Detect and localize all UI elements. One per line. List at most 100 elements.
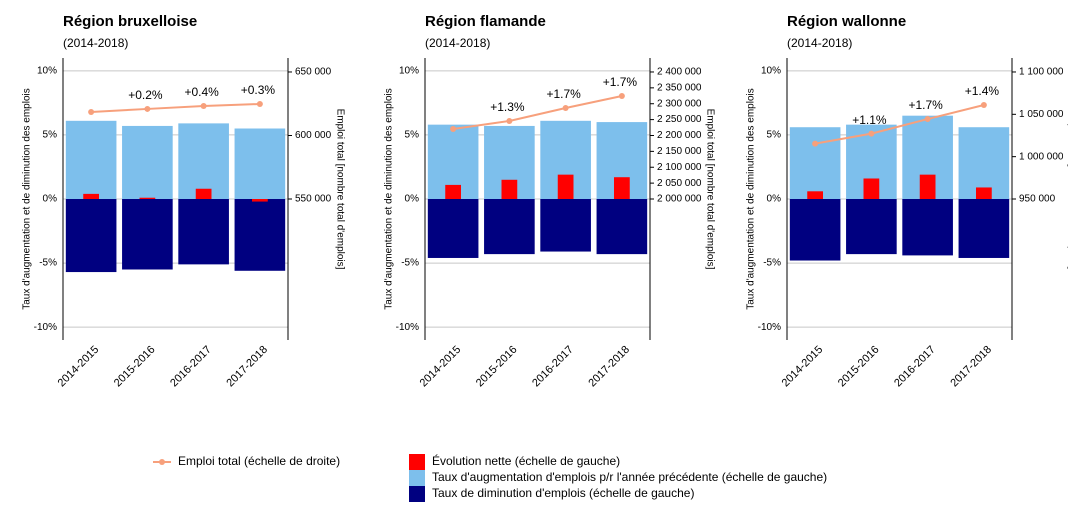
y-tick-label: 5%: [43, 130, 58, 141]
bar: [958, 199, 1010, 258]
y2-tick-label: 2 050 000: [657, 178, 702, 189]
legend-swatch: [409, 454, 425, 470]
point-label: +1.3%: [490, 100, 525, 114]
y-tick-label: -5%: [401, 258, 419, 269]
x-tick-label: 2014-2015: [780, 344, 826, 390]
y-axis-label: Taux d'augmentation et de diminution des…: [384, 88, 395, 310]
y2-tick-label: 1 000 000: [1019, 151, 1064, 162]
bar: [65, 199, 117, 273]
bar: [614, 177, 630, 199]
bar: [540, 199, 591, 252]
y2-tick-label: 2 150 000: [657, 146, 702, 157]
panel-title: Région wallonne: [787, 13, 906, 30]
panel-subtitle: (2014-2018): [63, 36, 128, 50]
x-tick-label: 2014-2015: [418, 344, 464, 390]
point-label: +0.4%: [184, 85, 219, 99]
panel-subtitle: (2014-2018): [787, 36, 852, 50]
x-tick-label: 2015-2016: [836, 344, 882, 390]
line-point: [200, 103, 207, 110]
line-point: [450, 125, 457, 132]
legend-swatch: [409, 486, 425, 502]
point-label: +1.7%: [546, 87, 581, 101]
line-point: [868, 130, 875, 137]
panel-title: Région bruxelloise: [63, 13, 197, 30]
bar: [252, 199, 268, 202]
line: [452, 95, 623, 130]
point-label: +1.1%: [852, 113, 887, 127]
y-tick-label: 0%: [405, 194, 420, 205]
legend-marker: [159, 459, 165, 465]
y2-tick-label: 2 400 000: [657, 67, 702, 78]
x-tick-label: 2017-2018: [948, 344, 994, 390]
bar: [596, 199, 648, 255]
x-tick-label: 2016-2017: [892, 344, 938, 390]
bar: [445, 184, 461, 199]
y-tick-label: -10%: [396, 322, 419, 333]
point-label: +1.7%: [908, 98, 943, 112]
y-axis-label: Taux d'augmentation et de diminution des…: [746, 88, 757, 310]
y-tick-label: 0%: [43, 194, 58, 205]
bar: [122, 125, 173, 199]
y2-tick-label: 2 200 000: [657, 130, 702, 141]
point-label: +1.4%: [965, 84, 1000, 98]
y-tick-label: 5%: [405, 130, 420, 141]
legend-label: Évolution nette (échelle de gauche): [432, 453, 620, 468]
line-point: [924, 116, 931, 123]
legend-label: Taux de diminution d'emplois (échelle de…: [432, 486, 694, 500]
line: [814, 104, 985, 145]
bar: [65, 120, 117, 199]
x-tick-label: 2017-2018: [224, 344, 270, 390]
y2-tick-label: 2 350 000: [657, 82, 702, 93]
x-tick-label: 2017-2018: [586, 344, 632, 390]
legend-swatch: [409, 470, 425, 486]
line-point: [562, 104, 569, 111]
y2-tick-label: 950 000: [1019, 194, 1056, 205]
bar: [234, 199, 286, 271]
y2-axis-label: Emploi total [nombre total d'emplois]: [1066, 109, 1068, 270]
y-axis-label: Taux d'augmentation et de diminution des…: [22, 88, 33, 310]
y-tick-label: 0%: [767, 194, 782, 205]
legend-label: Emploi total (échelle de droite): [178, 454, 340, 468]
bar: [122, 199, 173, 270]
bar: [863, 178, 880, 199]
point-label: +0.3%: [241, 83, 276, 97]
y2-tick-label: 2 000 000: [657, 194, 702, 205]
bar: [958, 127, 1010, 199]
line-point: [256, 100, 263, 107]
point-label: +0.2%: [128, 88, 163, 102]
bar: [846, 199, 897, 255]
legend-label: Taux d'augmentation d'emplois p/r l'anné…: [432, 470, 827, 484]
y2-tick-label: 650 000: [295, 67, 332, 78]
x-tick-label: 2015-2016: [474, 344, 520, 390]
x-tick-label: 2015-2016: [112, 344, 158, 390]
y2-axis-label: Emploi total [nombre total d'emplois]: [704, 109, 715, 270]
bar: [427, 199, 479, 258]
x-tick-label: 2014-2015: [56, 344, 102, 390]
bar: [178, 199, 229, 265]
y-tick-label: -10%: [758, 322, 781, 333]
bar: [976, 187, 992, 199]
panel-subtitle: (2014-2018): [425, 36, 490, 50]
y2-tick-label: 2 100 000: [657, 162, 702, 173]
line-point: [812, 140, 819, 147]
y-tick-label: 5%: [767, 130, 782, 141]
bar: [484, 199, 535, 255]
y-tick-label: 10%: [399, 65, 419, 76]
y-tick-label: -10%: [34, 322, 57, 333]
x-tick-label: 2016-2017: [168, 344, 214, 390]
y2-tick-label: 1 100 000: [1019, 67, 1064, 78]
bar: [139, 197, 156, 199]
y2-axis-label: Emploi total [nombre total d'emplois]: [334, 109, 345, 270]
bar: [557, 174, 574, 199]
line-point: [88, 108, 95, 115]
line-point: [144, 105, 151, 112]
x-tick-label: 2016-2017: [530, 344, 576, 390]
line-point: [618, 92, 625, 99]
bar: [178, 123, 229, 199]
bar: [501, 179, 518, 199]
bar: [789, 199, 841, 261]
point-label: +1.7%: [603, 75, 638, 89]
y2-tick-label: 2 300 000: [657, 98, 702, 109]
line: [91, 102, 260, 113]
